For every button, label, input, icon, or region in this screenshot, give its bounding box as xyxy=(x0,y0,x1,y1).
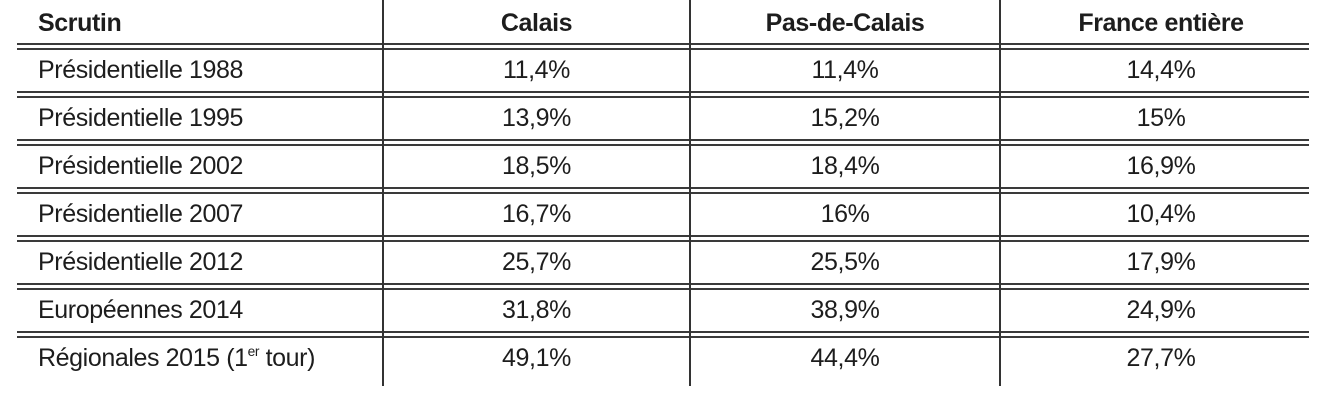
pas-de-calais-value-cell: 16% xyxy=(820,199,870,228)
pas-de-calais-value-cell: 18,4% xyxy=(810,151,880,180)
row-separator xyxy=(17,331,1309,338)
scrutin-cell: Présidentielle 1988 xyxy=(38,55,244,84)
calais-value-cell: 13,9% xyxy=(502,103,571,132)
table-row: Présidentielle 1995 13,9% 15,2% 15% xyxy=(0,94,1322,142)
pas-de-calais-value-cell: 38,9% xyxy=(810,295,880,324)
scrutin-cell: Régionales 2015 (1er tour) xyxy=(0,343,383,372)
column-header-scrutin: Scrutin xyxy=(38,8,122,37)
row-separator xyxy=(17,91,1309,98)
column-header-calais: Calais xyxy=(500,8,573,37)
row-separator xyxy=(17,187,1309,194)
scrutin-text: Régionales 2015 (1 xyxy=(38,343,248,372)
calais-value-cell: 25,7% xyxy=(502,247,571,276)
france-value-cell: 14,4% xyxy=(1126,55,1196,84)
column-header-pas-de-calais: Pas-de-Calais xyxy=(765,8,925,37)
table-row: Européennes 2014 31,8% 38,9% 24,9% xyxy=(0,286,1322,334)
table-row: Présidentielle 2007 16,7% 16% 10,4% xyxy=(0,190,1322,238)
column-separator xyxy=(382,0,384,386)
calais-value-cell: 16,7% xyxy=(502,199,571,228)
scrutin-cell: Présidentielle 2012 xyxy=(38,247,244,276)
pas-de-calais-value-cell: 15,2% xyxy=(810,103,880,132)
scrutin-cell: Présidentielle 2007 xyxy=(38,199,244,228)
table-row: Présidentielle 2012 25,7% 25,5% 17,9% xyxy=(0,238,1322,286)
ordinal-superscript: er xyxy=(247,343,260,359)
france-value-cell: 27,7% xyxy=(1126,343,1196,372)
calais-value-cell: 49,1% xyxy=(502,343,571,372)
calais-value-cell: 18,5% xyxy=(502,151,571,180)
scrutin-cell: Européennes 2014 xyxy=(38,295,243,324)
scrutin-cell: Présidentielle 2002 xyxy=(38,151,244,180)
row-separator xyxy=(17,139,1309,146)
france-value-cell: 15% xyxy=(1136,103,1186,132)
column-separator xyxy=(689,0,691,386)
france-value-cell: 24,9% xyxy=(1126,295,1196,324)
pas-de-calais-value-cell: 25,5% xyxy=(810,247,880,276)
table-row: Présidentielle 1988 11,4% 11,4% 14,4% xyxy=(0,46,1322,94)
table-row: Régionales 2015 (1er tour) 49,1% 44,4% 2… xyxy=(0,334,1322,382)
scrutin-text: tour) xyxy=(259,343,316,372)
pas-de-calais-value-cell: 11,4% xyxy=(811,55,879,84)
row-separator xyxy=(17,235,1309,242)
pas-de-calais-value-cell: 44,4% xyxy=(810,343,880,372)
france-value-cell: 17,9% xyxy=(1126,247,1196,276)
column-header-france-entiere: France entière xyxy=(1078,8,1244,37)
calais-value-cell: 31,8% xyxy=(502,295,571,324)
column-separator xyxy=(999,0,1001,386)
row-separator xyxy=(17,283,1309,290)
table-row: Présidentielle 2002 18,5% 18,4% 16,9% xyxy=(0,142,1322,190)
france-value-cell: 10,4% xyxy=(1126,199,1196,228)
calais-value-cell: 11,4% xyxy=(502,55,571,84)
scrutin-cell: Présidentielle 1995 xyxy=(38,103,244,132)
table-header-row: Scrutin Calais Pas-de-Calais France enti… xyxy=(0,0,1322,46)
france-value-cell: 16,9% xyxy=(1126,151,1196,180)
row-separator xyxy=(17,43,1309,50)
